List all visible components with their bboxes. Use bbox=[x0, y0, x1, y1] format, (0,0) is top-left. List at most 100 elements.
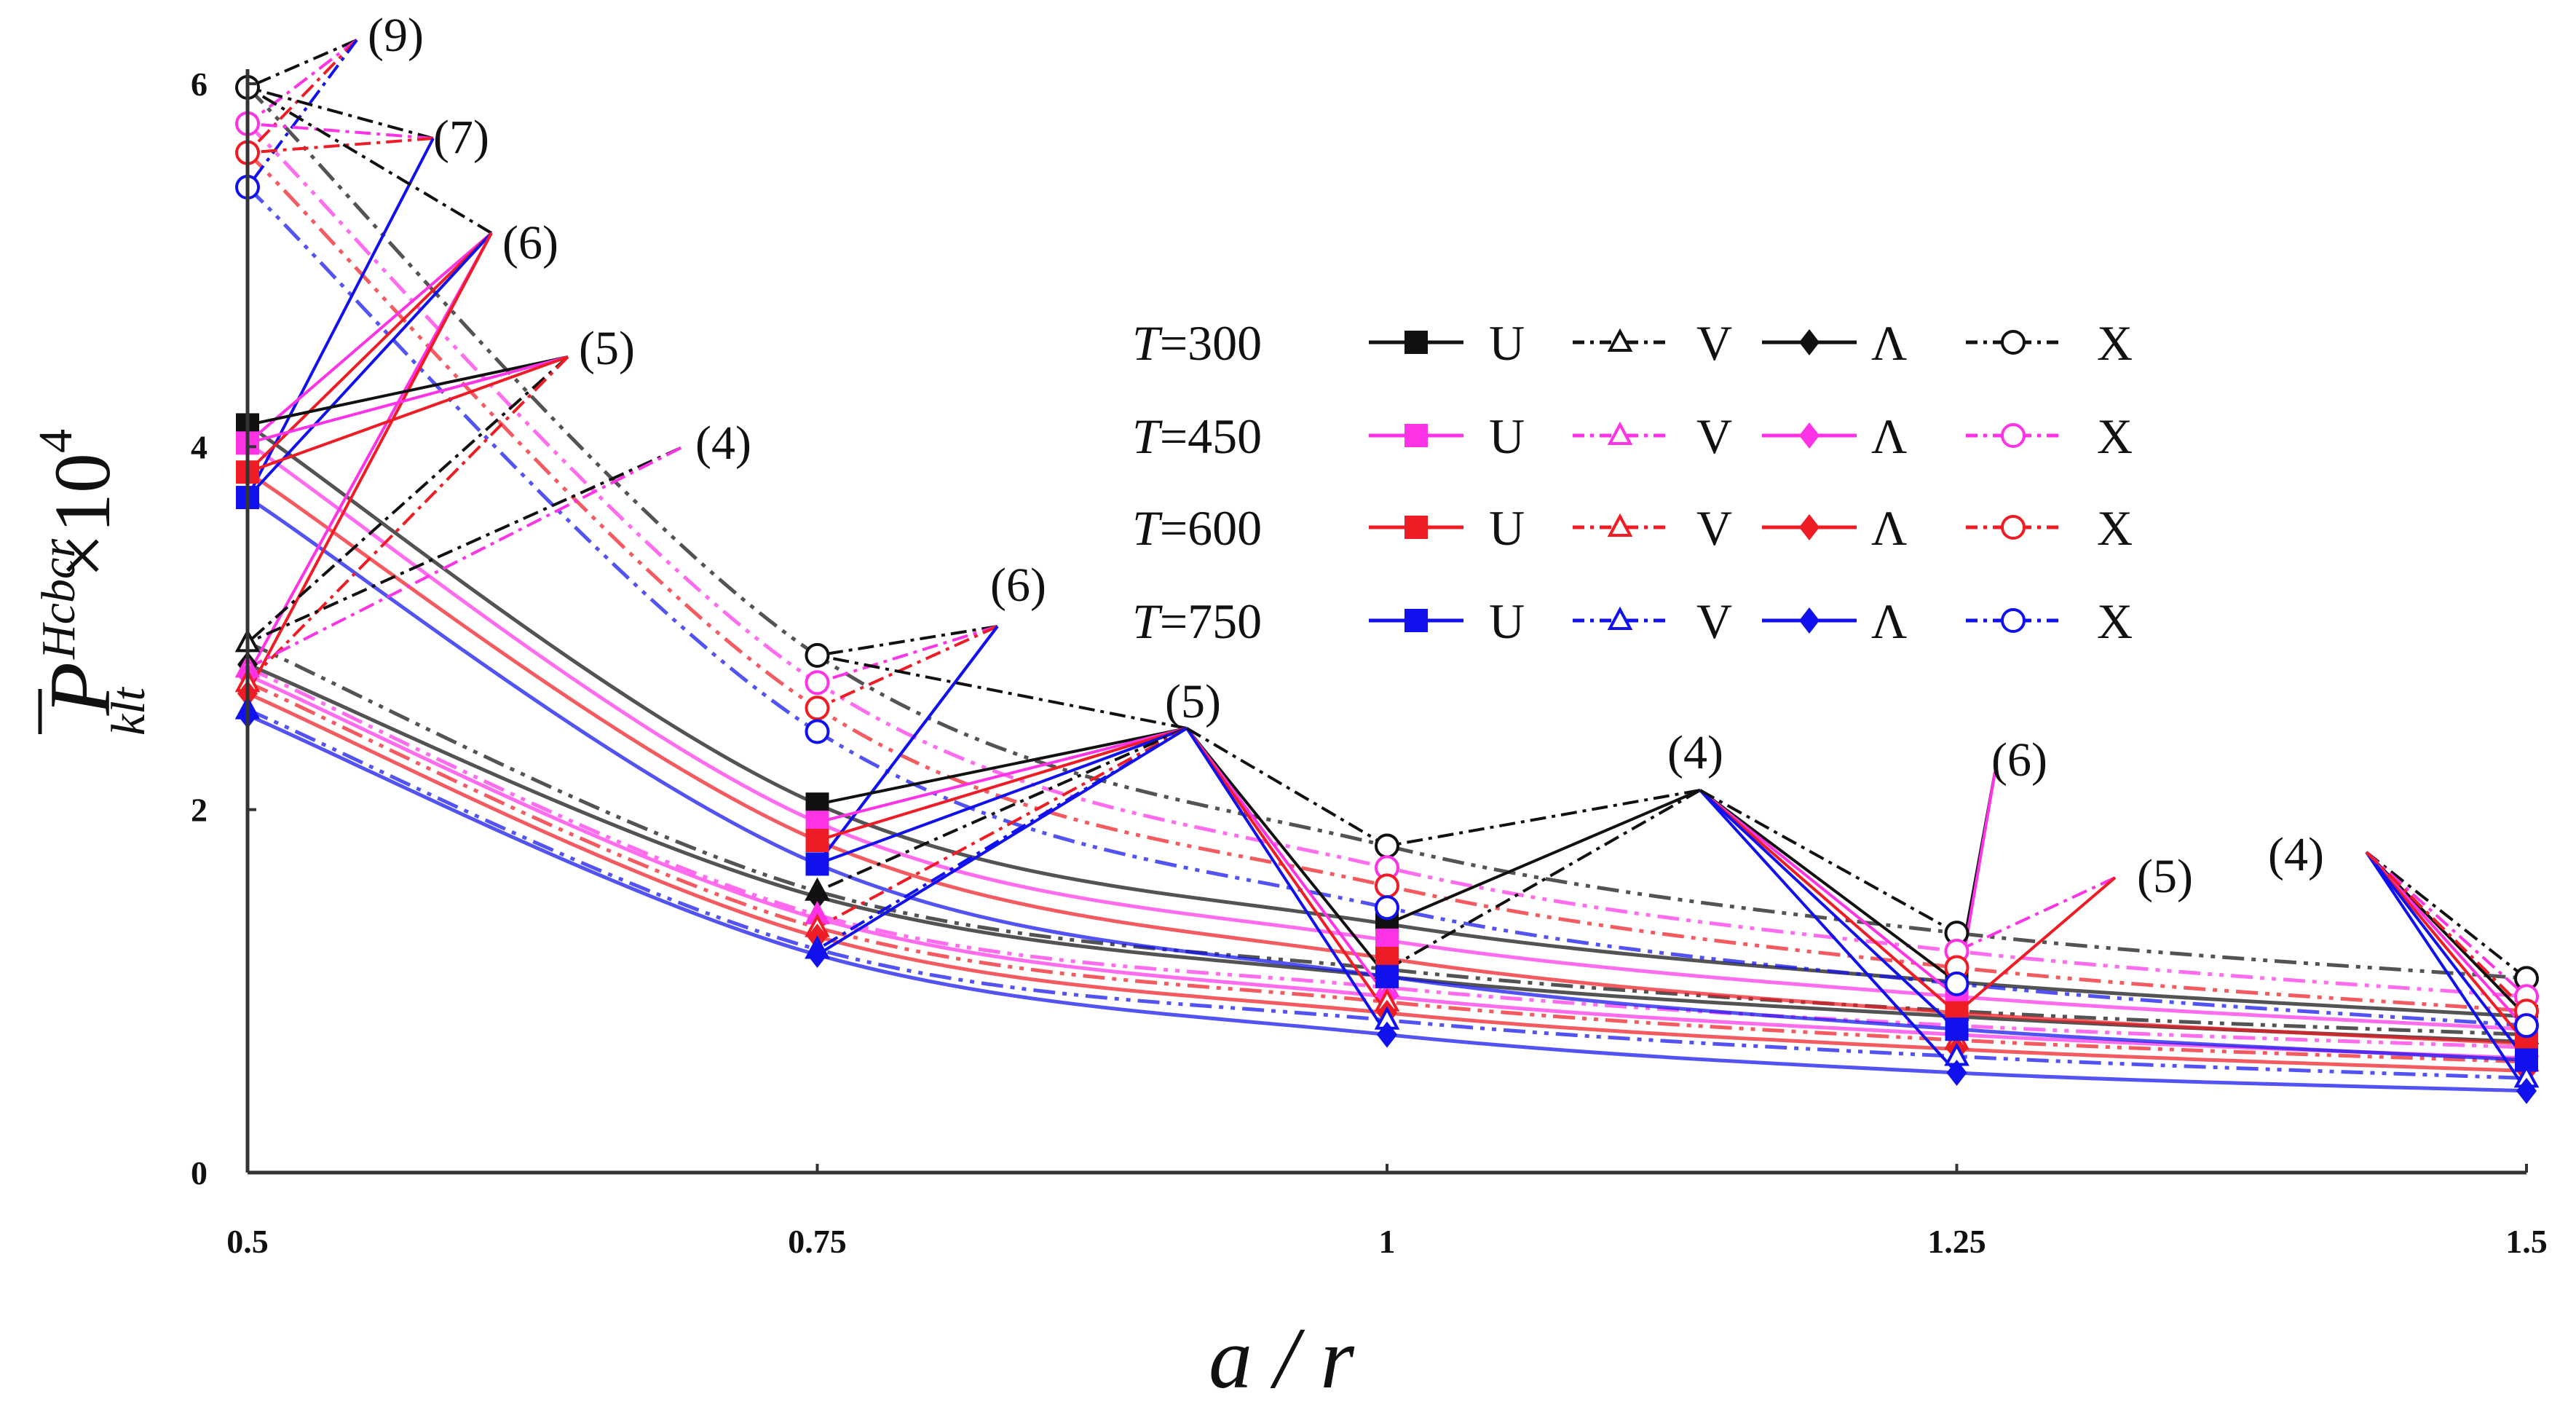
annotation-leader bbox=[1386, 789, 1701, 848]
legend-marker-square bbox=[1404, 516, 1428, 539]
annotation-leader bbox=[2365, 851, 2528, 1012]
legend-model-label: U bbox=[1489, 409, 1525, 464]
legend-marker-triangle bbox=[1607, 421, 1633, 445]
data-point-diamond bbox=[2516, 1077, 2537, 1104]
annotation-leader bbox=[1956, 876, 2117, 1015]
data-point-circle bbox=[1375, 895, 1399, 921]
x-tick-label: 1.5 bbox=[2505, 1223, 2548, 1260]
legend-model-label: Λ bbox=[1871, 594, 1907, 649]
legend-model-label: U bbox=[1489, 500, 1525, 556]
legend-model-label: Λ bbox=[1871, 500, 1907, 556]
series-line bbox=[247, 708, 2527, 1080]
legend-model-label: V bbox=[1696, 315, 1732, 371]
annotation-leader bbox=[1699, 789, 1958, 1015]
legend-marker-square bbox=[1404, 609, 1428, 632]
annotation-leader bbox=[246, 355, 569, 644]
y-label-base: P bbox=[31, 662, 128, 716]
y-tick-label: 0 bbox=[191, 1154, 208, 1192]
annotation-label: (6) bbox=[502, 216, 558, 269]
annotation-leader bbox=[246, 232, 493, 473]
series-line bbox=[246, 186, 2527, 1028]
annotation-leader bbox=[246, 232, 493, 499]
annotation-leader bbox=[2365, 851, 2528, 980]
annotation-leader bbox=[816, 727, 1188, 956]
annotation-leader bbox=[1185, 727, 1388, 1014]
annotation-leader bbox=[2365, 851, 2528, 1045]
legend-marker-circle bbox=[2001, 330, 2026, 355]
annotation-leader bbox=[247, 39, 357, 89]
legend-marker-triangle bbox=[1607, 328, 1633, 352]
annotation-leader bbox=[1185, 727, 1388, 998]
x-tick-label: 0.75 bbox=[788, 1223, 847, 1260]
annotation-label: (6) bbox=[990, 559, 1046, 612]
legend-model-label: U bbox=[1489, 315, 1525, 371]
svg-text:PHcbcrklt×104: PHcbcr klt ×104 bbox=[29, 429, 155, 736]
legend-model-label: Λ bbox=[1871, 409, 1907, 464]
annotation-leader bbox=[247, 137, 434, 154]
data-point-circle bbox=[1944, 971, 1969, 996]
legend-marker-square bbox=[1404, 424, 1428, 447]
data-point-square bbox=[1945, 1017, 1969, 1041]
legend-temp-label: T=600 bbox=[1132, 500, 1262, 556]
annotation-leader bbox=[2365, 851, 2528, 1061]
y-label-subscript: klt bbox=[102, 686, 155, 736]
data-point-diamond bbox=[807, 883, 828, 910]
annotation-label: (4) bbox=[1667, 726, 1723, 779]
legend-temp-label: T=450 bbox=[1132, 409, 1262, 464]
annotation-leader bbox=[2365, 851, 2528, 1092]
legend-temp-label: T=300 bbox=[1132, 315, 1262, 371]
annotation-label: (9) bbox=[368, 9, 424, 62]
annotation-label: (5) bbox=[2137, 850, 2193, 903]
annotation-leader bbox=[247, 355, 569, 445]
annotation-label: (5) bbox=[1165, 675, 1221, 728]
x-axis-label: a / r bbox=[1209, 1309, 1355, 1406]
data-point-circle bbox=[1375, 873, 1399, 899]
annotation-leader bbox=[816, 727, 1188, 929]
annotation-leader bbox=[247, 355, 569, 427]
annotation-leader bbox=[1699, 789, 1958, 1031]
data-point-circle bbox=[805, 719, 830, 744]
legend-model-label: U bbox=[1489, 594, 1525, 649]
legend-model-label: V bbox=[1696, 409, 1732, 464]
legend-temp-label: T=750 bbox=[1132, 594, 1262, 649]
data-point-square bbox=[805, 829, 829, 853]
y-axis-label: PHcbcr klt ×104 bbox=[29, 429, 155, 736]
legend-model-label: X bbox=[2097, 409, 2133, 464]
data-point-diamond bbox=[1377, 1021, 1397, 1048]
annotation-leader bbox=[1185, 727, 1388, 1036]
annotation-label: (7) bbox=[433, 111, 489, 164]
data-point-circle bbox=[2514, 1013, 2539, 1039]
annotation-leader bbox=[1185, 727, 1388, 978]
legend-marker-triangle bbox=[1607, 513, 1633, 537]
legend-marker-circle bbox=[2001, 515, 2026, 540]
annotation-label: (4) bbox=[695, 417, 751, 470]
annotation-leader bbox=[246, 39, 358, 154]
annotation-leader bbox=[816, 625, 998, 685]
annotation-leader bbox=[817, 625, 998, 657]
y-tick-label: 2 bbox=[191, 792, 208, 829]
legend-marker-circle bbox=[2001, 423, 2026, 448]
legend-marker-triangle bbox=[1607, 606, 1633, 630]
annotation-leader bbox=[246, 39, 358, 125]
legend-model-label: Λ bbox=[1871, 315, 1907, 371]
data-point-diamond bbox=[807, 942, 828, 968]
legend-marker-diamond bbox=[1799, 514, 1820, 540]
data-point-circle bbox=[1375, 833, 1399, 859]
legend-marker-circle bbox=[2001, 608, 2026, 633]
legend-model-label: X bbox=[2097, 594, 2133, 649]
data-point-circle bbox=[805, 696, 830, 721]
annotation-leader bbox=[246, 138, 435, 499]
annotation-leader bbox=[817, 727, 1188, 806]
data-point-square bbox=[1375, 964, 1399, 988]
data-point-circle bbox=[805, 642, 830, 668]
annotation-leader bbox=[817, 727, 1188, 824]
data-point-diamond bbox=[1946, 1059, 1967, 1086]
annotation-leader bbox=[1699, 789, 1958, 1074]
annotation-leader bbox=[247, 446, 681, 670]
annotation-leader bbox=[247, 86, 434, 140]
series-line bbox=[246, 122, 2527, 999]
annotation-leader bbox=[817, 653, 1188, 730]
annotation-leader bbox=[1956, 876, 2116, 953]
